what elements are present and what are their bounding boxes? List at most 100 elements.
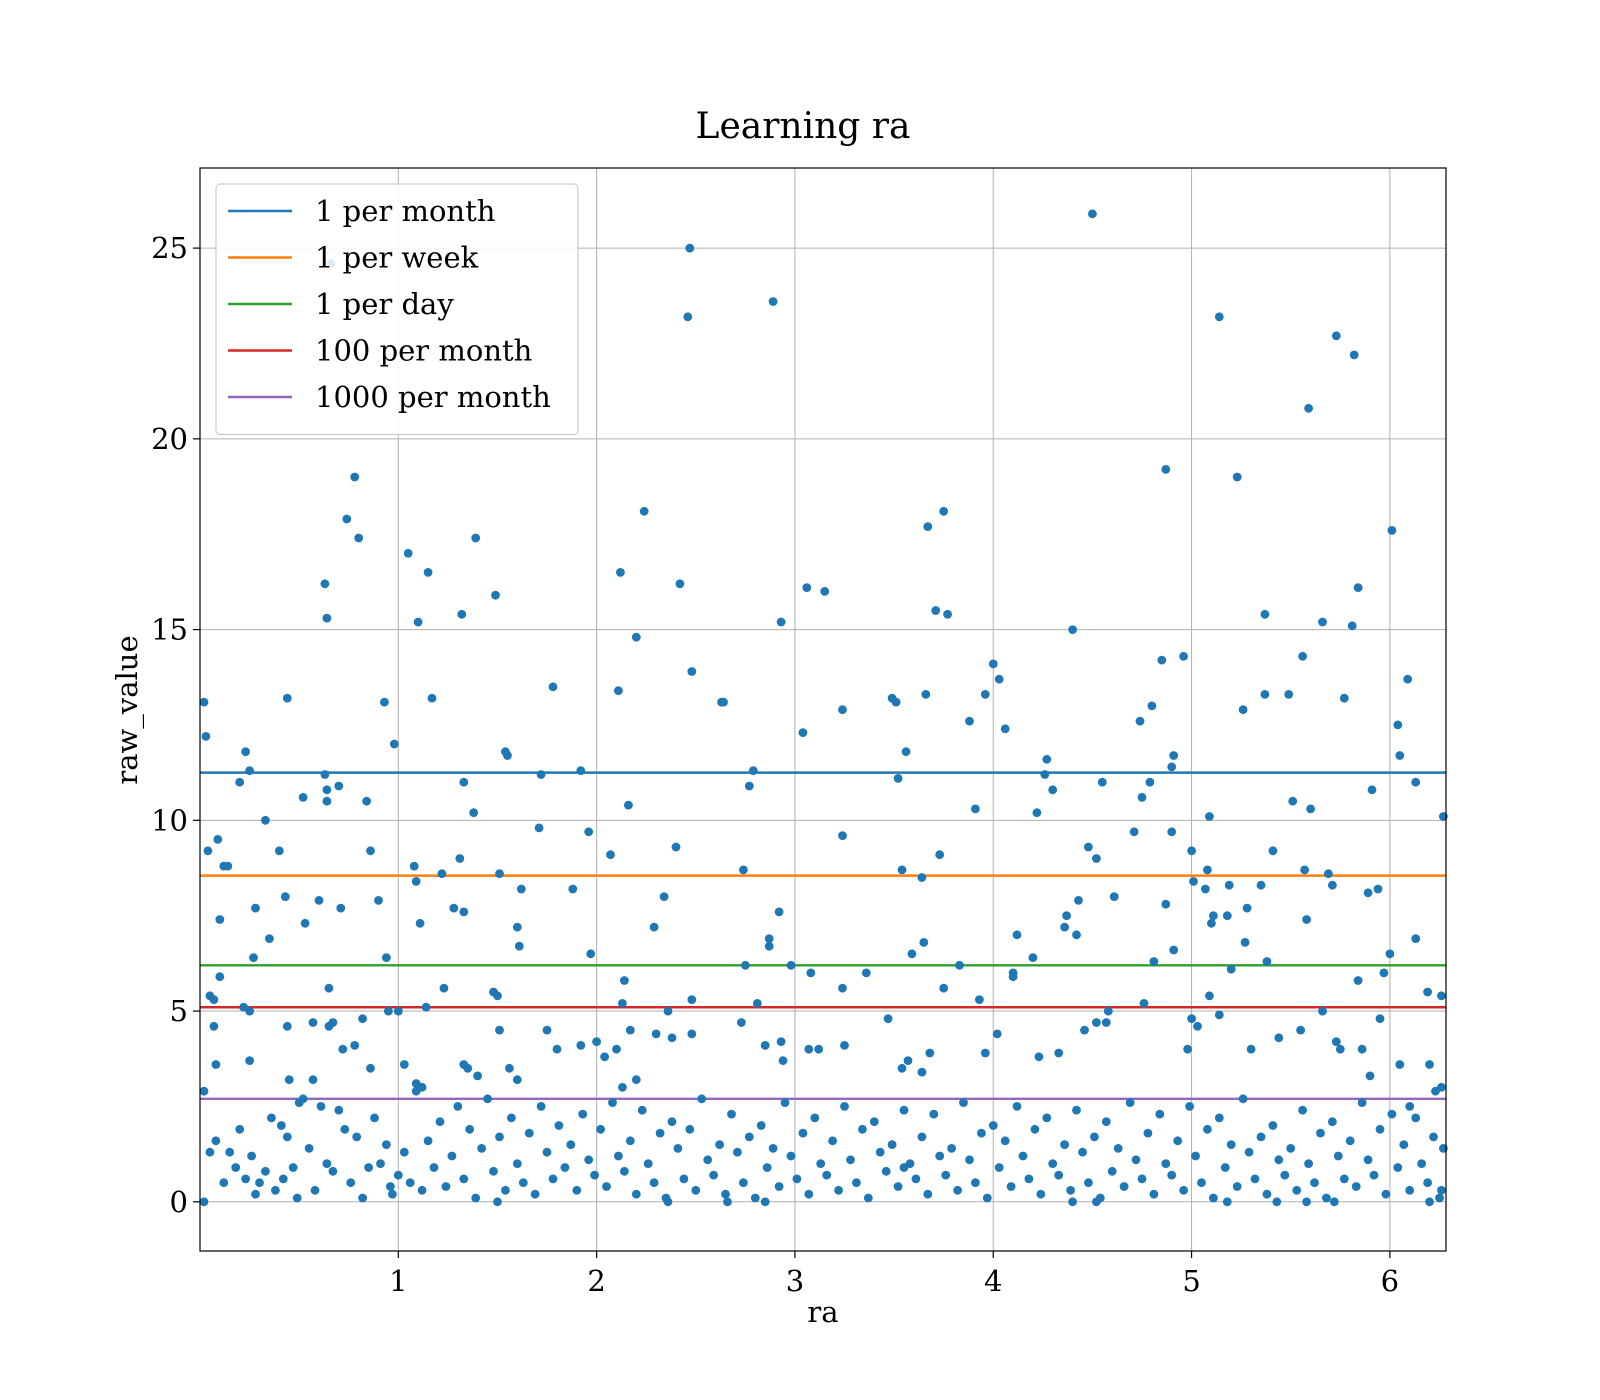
scatter-point — [1328, 880, 1337, 890]
scatter-point — [786, 960, 796, 970]
scatter-point — [768, 1144, 778, 1153]
scatter-point — [756, 1121, 766, 1130]
scatter-point — [338, 1044, 348, 1054]
y-tick-label: 25 — [151, 231, 188, 265]
scatter-point — [374, 896, 383, 905]
scatter-point — [935, 1151, 945, 1161]
scatter-point — [697, 1094, 707, 1104]
scatter-point — [982, 1193, 992, 1203]
scatter-point — [618, 999, 627, 1008]
scatter-point — [975, 995, 984, 1004]
scatter-point — [1260, 609, 1270, 619]
scatter-point — [828, 1136, 837, 1146]
scatter-point — [278, 1174, 288, 1184]
scatter-point — [211, 1136, 221, 1146]
scatter-point — [245, 1056, 255, 1065]
scatter-point — [453, 1102, 463, 1111]
y-tick-label: 0 — [170, 1185, 188, 1219]
scatter-point — [1060, 1140, 1069, 1149]
scatter-point — [1304, 1159, 1313, 1168]
scatter-point — [1034, 1052, 1044, 1062]
scatter-point — [489, 1166, 498, 1176]
scatter-point — [1054, 1048, 1064, 1058]
scatter-point — [798, 728, 808, 737]
scatter-point — [505, 1063, 514, 1073]
scatter-point — [840, 1041, 849, 1050]
scatter-point — [1349, 350, 1359, 360]
scatter-point — [992, 1029, 1002, 1039]
scatter-point — [943, 609, 952, 619]
scatter-point — [199, 1086, 209, 1096]
scatter-point — [980, 690, 990, 699]
scatter-point — [205, 1147, 215, 1157]
scatter-point — [1078, 1147, 1087, 1157]
scatter-point — [393, 1170, 403, 1180]
scatter-point — [1431, 1086, 1440, 1096]
scatter-point — [1167, 827, 1177, 837]
scatter-point — [560, 1163, 570, 1172]
scatter-point — [971, 804, 980, 814]
scatter-point — [703, 1155, 713, 1165]
scatter-point — [265, 934, 274, 943]
scatter-point — [1395, 1060, 1405, 1069]
scatter-point — [503, 751, 512, 760]
scatter-point — [685, 243, 695, 253]
scatter-point — [334, 781, 344, 791]
scatter-point — [308, 1018, 318, 1027]
scatter-point — [328, 1018, 338, 1027]
scatter-point — [1024, 1174, 1034, 1184]
scatter-point — [358, 1193, 367, 1203]
x-tick-label: 3 — [786, 1264, 804, 1298]
scatter-point — [1405, 1185, 1415, 1195]
scatter-point — [1054, 1170, 1064, 1180]
scatter-point — [1318, 1006, 1327, 1016]
scatter-point — [1238, 705, 1248, 715]
scatter-point — [923, 522, 933, 531]
scatter-point — [935, 850, 945, 860]
scatter-point — [322, 796, 332, 806]
scatter-point — [471, 1193, 481, 1203]
scatter-point — [495, 1025, 504, 1035]
scatter-point — [1161, 465, 1171, 474]
scatter-point — [1367, 785, 1377, 795]
scatter-point — [719, 697, 728, 707]
scatter-point — [336, 903, 346, 913]
scatter-point — [501, 1185, 510, 1195]
scatter-point — [1068, 625, 1077, 634]
scatter-point — [417, 1185, 427, 1195]
scatter-point — [495, 1132, 504, 1142]
scatter-point — [1103, 1006, 1113, 1016]
scatter-point — [1137, 1174, 1147, 1184]
scatter-point — [1268, 1121, 1278, 1130]
scatter-point — [1149, 1189, 1159, 1199]
scatter-point — [516, 884, 526, 894]
scatter-point — [1244, 1147, 1254, 1157]
scatter-point — [1179, 1185, 1188, 1195]
scatter-point — [1222, 911, 1232, 921]
scatter-point — [673, 1144, 683, 1153]
scatter-point — [1274, 1155, 1284, 1165]
scatter-point — [1328, 1117, 1337, 1127]
scatter-point — [298, 1094, 308, 1104]
scatter-point — [322, 613, 332, 623]
scatter-point — [893, 774, 903, 783]
scatter-point — [1209, 911, 1218, 921]
scatter-point — [1435, 1193, 1444, 1203]
scatter-point — [721, 1189, 730, 1199]
scatter-point — [899, 1163, 909, 1172]
scatter-point — [798, 1128, 808, 1138]
scatter-point — [659, 892, 669, 901]
scatter-point — [1379, 968, 1389, 978]
scatter-point — [602, 1182, 611, 1191]
scatter-point — [1092, 854, 1101, 863]
scatter-point — [671, 842, 681, 852]
scatter-point — [584, 827, 594, 837]
scatter-point — [199, 697, 209, 707]
scatter-point — [465, 1124, 475, 1134]
scatter-point — [1268, 846, 1278, 856]
scatter-point — [382, 1140, 391, 1149]
scatter-point — [247, 1151, 256, 1161]
scatter-point — [459, 907, 469, 917]
scatter-point — [655, 1128, 665, 1138]
x-tick-label: 4 — [984, 1264, 1002, 1298]
